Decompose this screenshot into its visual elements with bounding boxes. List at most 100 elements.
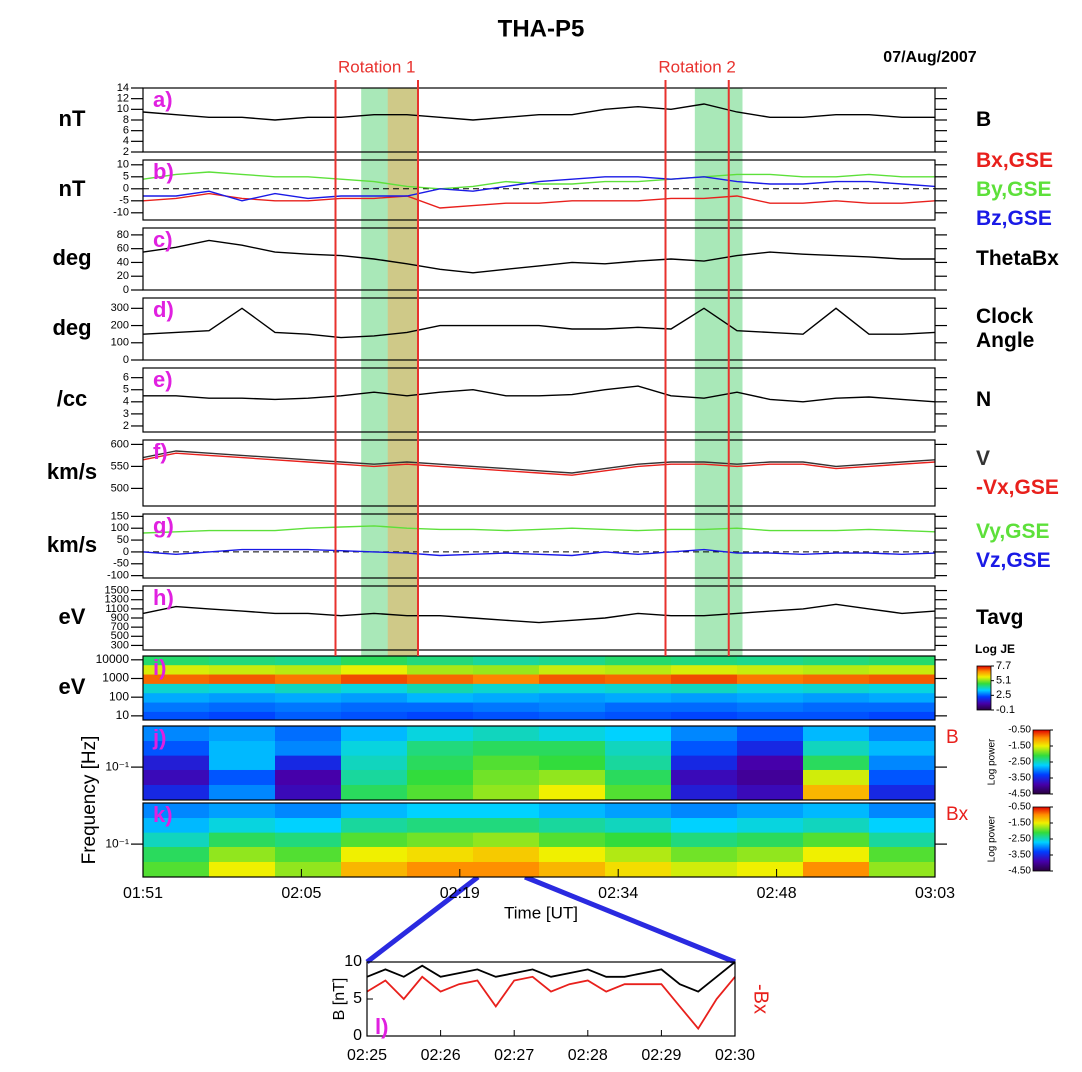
data-line <box>366 961 736 993</box>
heatmap-cell <box>275 769 342 785</box>
x-tick-label: 02:19 <box>440 885 480 902</box>
y-tick-label: 14 <box>117 82 129 94</box>
data-line <box>142 307 936 339</box>
y-tick-label: 0 <box>123 546 129 558</box>
heatmap-cell <box>605 832 672 847</box>
panel-label: e) <box>153 367 173 392</box>
heatmap-cell <box>209 702 276 712</box>
heatmap-cell <box>869 674 936 684</box>
panel-frame <box>142 227 936 291</box>
colorbar <box>1032 806 1051 872</box>
y-tick-label: 100 <box>111 337 129 349</box>
heatmap-cell <box>473 656 540 666</box>
y-axis-label: /cc <box>57 386 88 411</box>
heatmap-cell <box>275 832 342 847</box>
heatmap-cell <box>407 674 474 684</box>
y-tick-label: 550 <box>111 460 129 472</box>
heatmap-cell <box>209 674 276 684</box>
x-tick-label: 02:48 <box>757 885 797 902</box>
heatmap-cell <box>275 784 342 801</box>
heatmap-cell <box>605 656 672 666</box>
y-tick-label: 600 <box>111 438 129 450</box>
x-tick-label: 02:29 <box>641 1047 681 1064</box>
heatmap-cell <box>209 740 276 756</box>
heatmap-cell <box>275 664 342 675</box>
heatmap-cell <box>209 683 276 694</box>
heatmap-cell <box>539 711 606 721</box>
heatmap-cell <box>869 740 936 756</box>
heatmap-cell <box>473 784 540 801</box>
heatmap-cell <box>143 846 210 862</box>
panel-label: k) <box>153 802 173 827</box>
y-tick-label: 5 <box>123 384 129 396</box>
heatmap-cell <box>407 832 474 847</box>
heatmap-cell <box>209 726 276 742</box>
y-tick-label: 2 <box>123 420 129 432</box>
x-tick-label: 02:34 <box>598 885 638 902</box>
colorbar-tick-label: -4.50 <box>1008 866 1031 877</box>
rotation-label: Rotation 1 <box>338 57 416 76</box>
heatmap-cell <box>407 817 474 833</box>
y-tick-label: 6 <box>123 372 129 384</box>
x-tick-label: 02:25 <box>347 1047 387 1064</box>
y-tick-label: 500 <box>111 482 129 494</box>
y-tick-label: 100 <box>109 689 129 703</box>
heatmap-cell <box>143 803 210 819</box>
heatmap-cell <box>803 711 870 721</box>
heatmap-cell <box>407 664 474 675</box>
heatmap-cell <box>275 726 342 742</box>
heatmap-cell <box>869 769 936 785</box>
x-tick-label: 02:28 <box>568 1047 608 1064</box>
heatmap-cell <box>341 674 408 684</box>
y-tick-label: 0 <box>123 284 129 296</box>
heatmap-cell <box>869 692 936 703</box>
heatmap-cell <box>275 683 342 694</box>
heatmap-cell <box>275 817 342 833</box>
heatmap-cell <box>539 702 606 712</box>
heatmap-cell <box>473 692 540 703</box>
highlight-band <box>694 88 743 656</box>
heatmap-cell <box>341 784 408 801</box>
heatmap-cell <box>473 861 540 878</box>
y-tick-label: 3 <box>123 408 129 420</box>
y-tick-label: 50 <box>117 534 129 546</box>
heatmap-cell <box>209 711 276 721</box>
heatmap-cell <box>671 817 738 833</box>
colorbar-label: Log power <box>987 738 998 785</box>
series-label: N <box>976 388 992 411</box>
heatmap-cell <box>209 803 276 819</box>
heatmap-cell <box>341 769 408 785</box>
heatmap-cell <box>341 817 408 833</box>
heatmap-cell <box>143 861 210 878</box>
heatmap-cell <box>407 726 474 742</box>
spectrum-label: Bx <box>946 804 969 825</box>
panel-label: g) <box>153 513 174 538</box>
heatmap-cell <box>473 755 540 770</box>
highlight-band <box>387 88 418 656</box>
heatmap-cell <box>869 832 936 847</box>
heatmap-cell <box>143 656 210 666</box>
y-tick-label: 10⁻¹ <box>105 836 129 850</box>
y-tick-label: -10 <box>113 207 129 219</box>
heatmap-cell <box>275 803 342 819</box>
heatmap-cell <box>803 832 870 847</box>
heatmap-cell <box>341 832 408 847</box>
colorbar-tick-label: -3.50 <box>1008 773 1031 784</box>
heatmap-cell <box>737 656 804 666</box>
heatmap-cell <box>407 784 474 801</box>
heatmap-cell <box>275 674 342 684</box>
heatmap-cell <box>539 740 606 756</box>
heatmap-cell <box>473 817 540 833</box>
heatmap-cell <box>539 846 606 862</box>
heatmap-cell <box>803 674 870 684</box>
heatmap-cell <box>473 664 540 675</box>
series-label: Clock Angle <box>976 305 1035 352</box>
heatmap-cell <box>143 832 210 847</box>
y-tick-label: -50 <box>113 558 129 570</box>
heatmap-cell <box>473 726 540 742</box>
y-tick-label: -5 <box>119 195 129 207</box>
y-tick-label: 20 <box>117 270 129 282</box>
y-tick-label: 10000 <box>96 652 130 666</box>
series-label: -Bx <box>750 984 772 1014</box>
heatmap-cell <box>275 692 342 703</box>
